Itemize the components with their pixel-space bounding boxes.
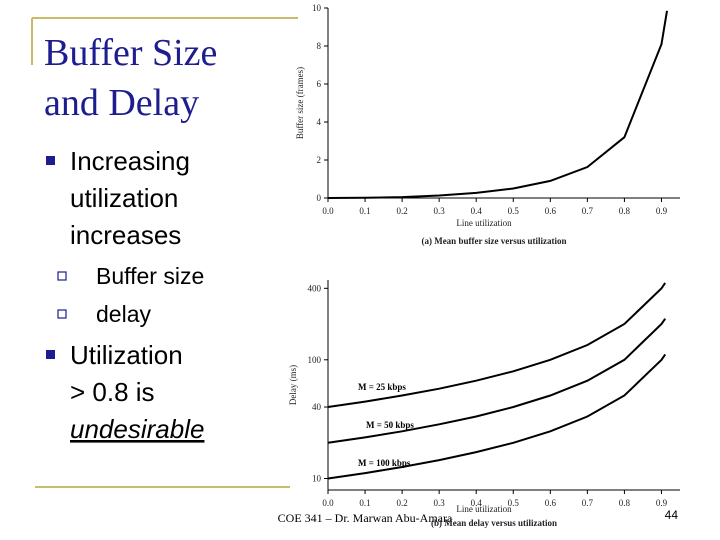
sub-bullet-marker (57, 309, 67, 319)
x-tick-label: 0.5 (508, 498, 520, 508)
line-series (327, 318, 667, 444)
line-series (327, 10, 668, 199)
x-tick-label: 0.6 (545, 498, 557, 508)
bullet-text: Increasing utilization increases (70, 146, 190, 250)
sub-bullet-marker (57, 271, 67, 281)
bullet-text: Utilization > 0.8 is (70, 340, 183, 407)
line-series (327, 282, 667, 408)
y-tick-label: 8 (317, 41, 322, 51)
bullet-marker (46, 350, 55, 359)
y-tick-label: 100 (308, 355, 322, 365)
caption: (b) Mean delay versus utilization (431, 518, 557, 528)
y-tick-label: 4 (317, 117, 322, 127)
x-tick-label: 0.7 (582, 206, 594, 216)
x-tick-label: 0.5 (508, 206, 520, 216)
x-axis-title: Line utilization (456, 504, 512, 514)
y-tick-label: 2 (317, 155, 322, 165)
y-axis-title: Buffer size (frames) (295, 67, 305, 139)
caption: (a) Mean buffer size versus utilization (421, 236, 566, 246)
page-number: 44 (665, 508, 679, 522)
line-series (327, 353, 667, 480)
bullet-marker (46, 156, 55, 165)
y-tick-label: 0 (317, 193, 322, 203)
x-tick-label: 0.0 (322, 498, 334, 508)
x-tick-label: 0.1 (359, 206, 370, 216)
x-tick-label: 0.3 (434, 206, 446, 216)
y-tick-label: 40 (312, 402, 322, 412)
footer: COE 341 – Dr. Marwan Abu-Amara (278, 511, 453, 525)
x-tick-label: 0.4 (471, 206, 483, 216)
x-tick-label: 0.4 (471, 498, 483, 508)
series-label: M = 25 kbps (358, 382, 406, 392)
x-tick-label: 0.7 (582, 498, 594, 508)
sub-bullet-text: delay (96, 301, 151, 327)
x-tick-label: 0.2 (396, 498, 407, 508)
x-tick-label: 0.8 (619, 498, 631, 508)
x-tick-label: 0.6 (545, 206, 557, 216)
y-axis-title: Delay (ms) (288, 365, 298, 405)
x-tick-label: 0.2 (396, 206, 407, 216)
sub-bullet-text: Buffer size (96, 263, 204, 289)
x-tick-label: 0.9 (656, 498, 668, 508)
slide-title: and Delay (44, 82, 199, 124)
y-tick-label: 400 (308, 283, 322, 293)
series-label: M = 50 kbps (366, 420, 414, 430)
bullet-emphasis: undesirable (70, 414, 204, 444)
series-label: M = 100 kbps (358, 458, 411, 468)
x-tick-label: 0.8 (619, 206, 631, 216)
y-tick-label: 10 (312, 3, 322, 13)
x-tick-label: 0.1 (359, 498, 370, 508)
slide-title: Buffer Size (44, 32, 217, 74)
x-tick-label: 0.9 (656, 206, 668, 216)
y-tick-label: 6 (317, 79, 322, 89)
x-tick-label: 0.0 (322, 206, 334, 216)
y-tick-label: 10 (312, 473, 322, 483)
x-tick-label: 0.3 (434, 498, 446, 508)
x-axis-title: Line utilization (456, 218, 512, 228)
